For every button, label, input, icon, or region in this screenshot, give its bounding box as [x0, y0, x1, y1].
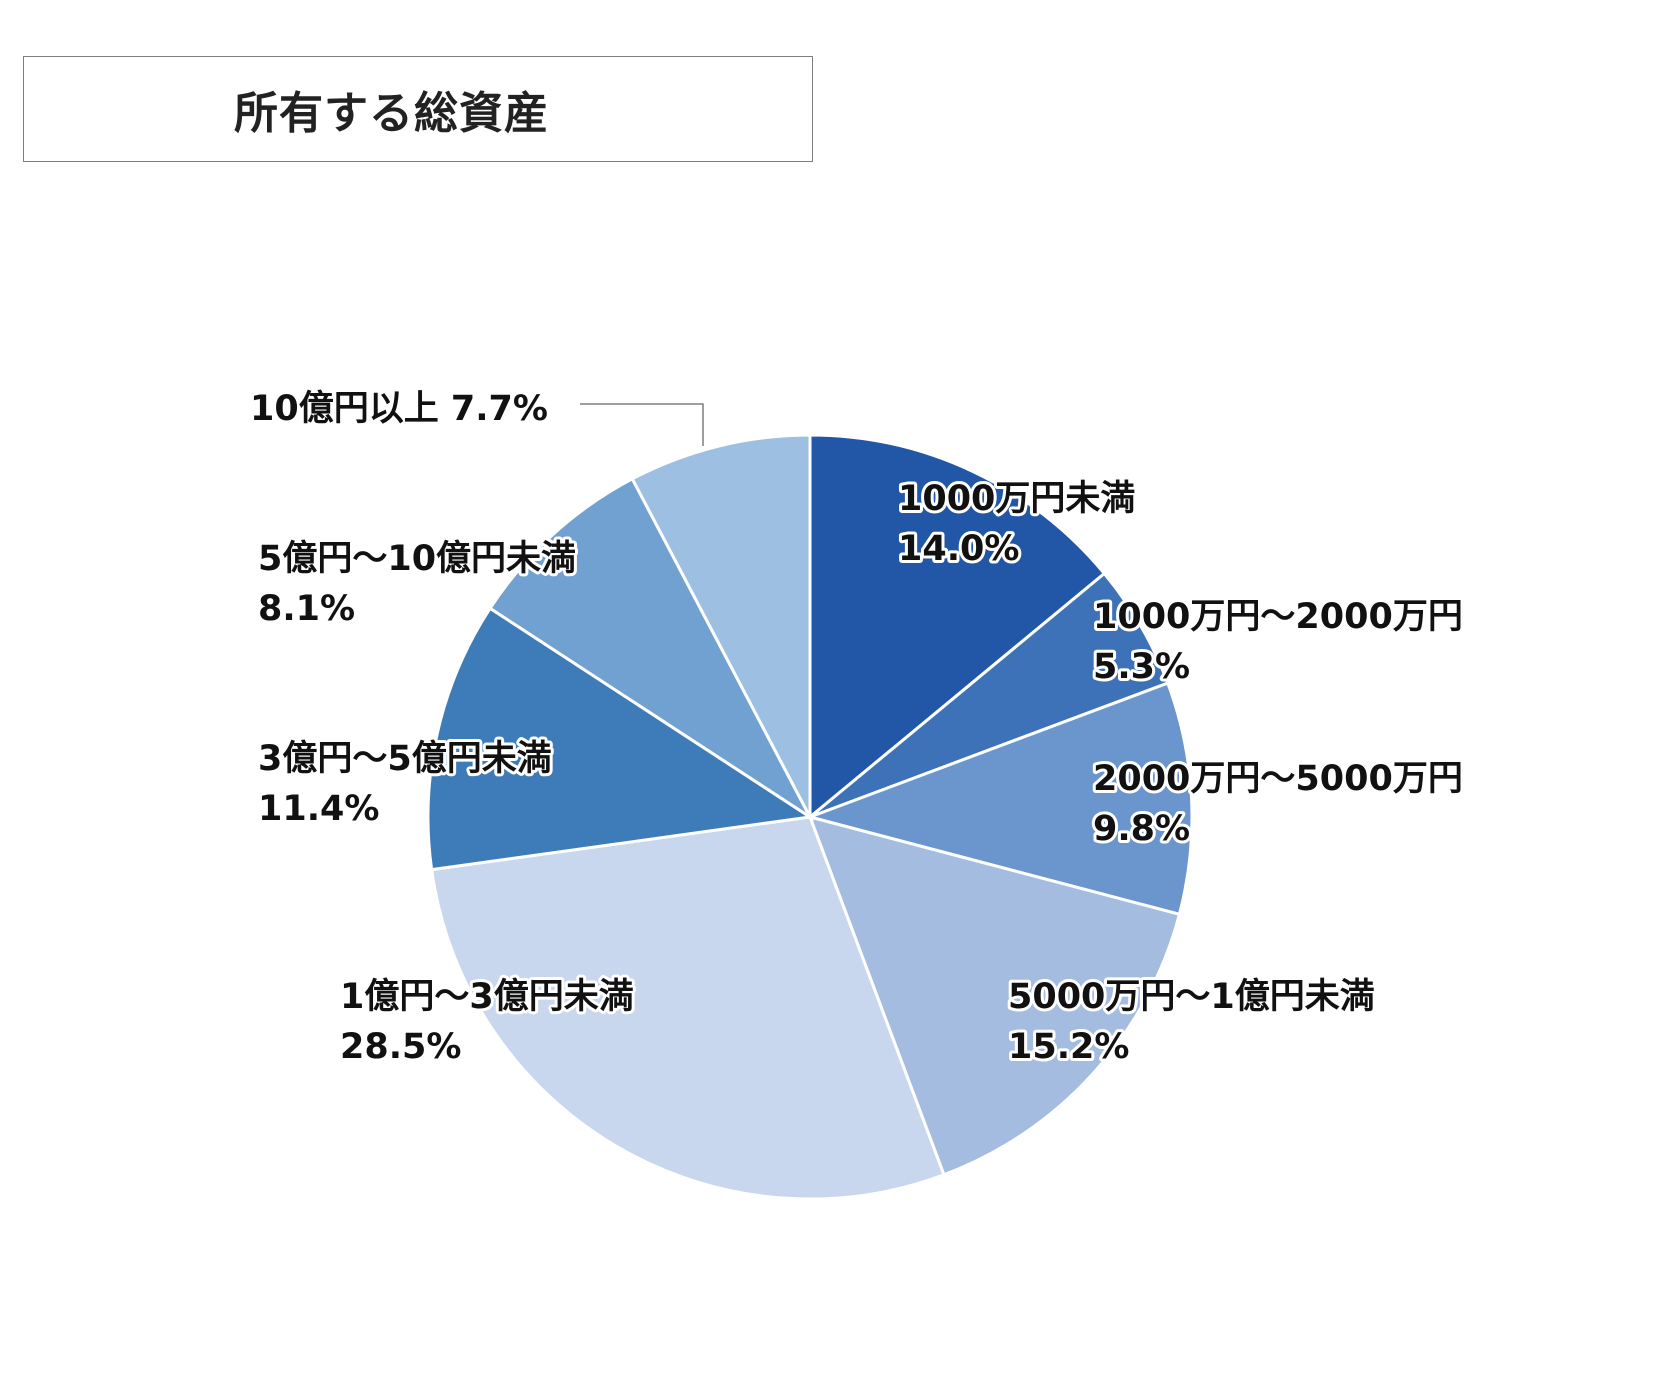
pie-slice-man5000-1oku [807, 814, 1182, 1177]
leader-line-10oku [580, 403, 704, 446]
slice-value-5oku-10oku: 8.1% [258, 589, 355, 629]
pie-slice-1oku-3oku [429, 815, 946, 1201]
slice-value-man2000-5000: 9.8% [1093, 809, 1190, 849]
slice-label-1oku-3oku: 1億円～3億円未満 [340, 977, 634, 1017]
slice-label-man1000: 1000万円未満 [898, 479, 1135, 519]
slice-label-man1000-2000: 1000万円～2000万円 [1093, 597, 1463, 637]
chart-title: 所有する総資産 [234, 88, 549, 139]
slice-label-3oku-5oku: 3億円～5億円未満 [258, 739, 552, 779]
pie-slice-5oku-10oku [487, 476, 815, 822]
slice-value-3oku-5oku: 11.4% [258, 789, 379, 829]
pie-slice-3oku-5oku [426, 606, 815, 872]
slice-label-man2000-5000: 2000万円～5000万円 [1093, 759, 1463, 799]
slice-label-10oku: 10億円以上 7.7% [250, 389, 548, 429]
chart-title-box: 所有する総資産 [23, 56, 813, 162]
slice-value-man5000-1oku: 15.2% [1008, 1027, 1129, 1067]
pie-slice-man2000-5000 [805, 681, 1194, 917]
pie-slice-10oku [630, 433, 812, 818]
slice-label-man5000-1oku: 5000万円～1億円未満 [1008, 977, 1375, 1017]
slice-value-man1000: 14.0% [898, 529, 1019, 569]
slice-value-1oku-3oku: 28.5% [340, 1027, 461, 1067]
slice-label-5oku-10oku: 5億円～10億円未満 [258, 539, 576, 579]
pie-slice-man1000 [808, 433, 1107, 821]
slice-value-man1000-2000: 5.3% [1093, 647, 1190, 687]
